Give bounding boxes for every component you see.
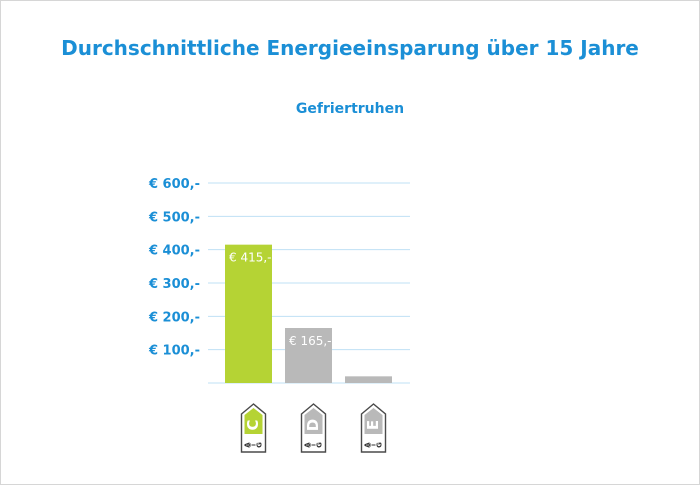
y-tick-label: € 500,- <box>148 210 200 225</box>
chart-subtitle: Gefriertruhen <box>295 101 405 117</box>
badge-scale-g: G <box>316 442 324 448</box>
y-tick-label: € 200,- <box>148 310 200 325</box>
data-label: € 165,- <box>289 334 332 348</box>
badge-fill <box>364 408 383 434</box>
badge-scale-arrowhead <box>368 443 371 447</box>
badge-fill <box>244 408 263 434</box>
energy-class-badge-e: E A G <box>360 403 387 453</box>
badge-letter: D <box>304 419 322 431</box>
y-tick-label: € 100,- <box>148 344 200 359</box>
y-axis-ticks: € 100,- € 200,- € 300,- € 400,- € 500,- € 600… <box>148 177 200 359</box>
badge-scale-a: A <box>244 442 252 448</box>
energy-class-badge-c: C A G <box>240 403 267 453</box>
bar-e <box>345 376 392 383</box>
bar-c <box>225 244 272 383</box>
chart-title: Durchschnittliche Energieeinsparung über… <box>61 36 639 60</box>
y-tick-label: € 300,- <box>148 277 200 292</box>
bars <box>225 244 392 383</box>
badge-fill <box>304 408 323 434</box>
energy-class-badge-d: D A G <box>300 403 327 453</box>
badge-scale-g: G <box>256 442 264 448</box>
badge-scale-arrowhead <box>248 443 251 447</box>
badge-scale-arrowhead <box>308 443 311 447</box>
y-tick-label: € 600,- <box>148 177 200 192</box>
badge-scale-a: A <box>364 442 372 448</box>
data-labels: € 415,- € 165,- <box>229 251 332 348</box>
bar-d <box>285 328 332 383</box>
badge-scale-g: G <box>376 442 384 448</box>
badge-letter: E <box>364 420 382 430</box>
y-tick-label: € 400,- <box>148 244 200 259</box>
badge-scale-a: A <box>304 442 312 448</box>
badge-letter: C <box>244 419 262 430</box>
energy-class-badges: CA GDA GEA G <box>240 403 387 453</box>
data-label: € 415,- <box>229 251 272 265</box>
